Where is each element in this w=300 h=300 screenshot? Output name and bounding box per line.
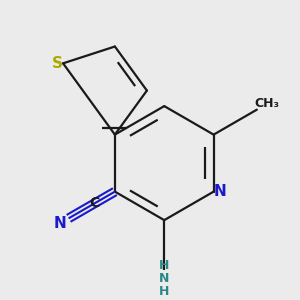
Text: CH₃: CH₃ bbox=[254, 98, 279, 110]
Text: C: C bbox=[90, 196, 100, 210]
Text: N: N bbox=[54, 216, 67, 231]
Text: H
N
H: H N H bbox=[159, 260, 169, 298]
Text: S: S bbox=[52, 56, 63, 71]
Text: N: N bbox=[214, 184, 226, 199]
